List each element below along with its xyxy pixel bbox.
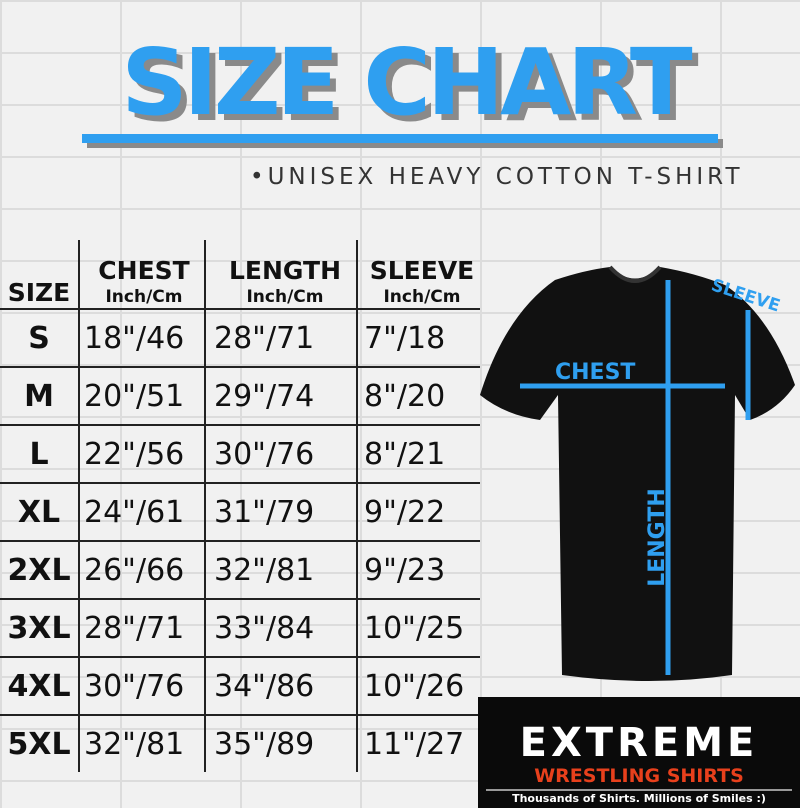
cell-size: 4XL — [0, 656, 79, 715]
tshirt-collar — [608, 265, 662, 283]
header-chest: CHEST Inch/Cm — [78, 240, 205, 309]
cell-length: 35"/89 — [204, 714, 357, 772]
cell-length: 32"/81 — [204, 540, 357, 599]
cell-length: 33"/84 — [204, 598, 357, 657]
cell-chest: 20"/51 — [78, 366, 205, 425]
cell-size: 3XL — [0, 598, 79, 657]
cell-sleeve: 11"/27 — [356, 714, 480, 772]
cell-length: 34"/86 — [204, 656, 357, 715]
subtitle: •UNISEX HEAVY COTTON T-SHIRT — [250, 164, 744, 190]
header-length-label: LENGTH — [229, 256, 341, 285]
logo-line2: WRESTLING SHIRTS — [534, 765, 744, 787]
header-chest-label: CHEST — [98, 256, 190, 285]
table-row: 2XL 26"/66 32"/81 9"/23 — [0, 540, 480, 599]
header-sleeve-label: SLEEVE — [369, 256, 475, 285]
length-label: LENGTH — [644, 488, 670, 587]
cell-length: 29"/74 — [204, 366, 357, 425]
cell-sleeve: 7"/18 — [356, 308, 480, 367]
header-sleeve: SLEEVE Inch/Cm — [356, 240, 480, 309]
header-length-unit: Inch/Cm — [246, 287, 324, 307]
cell-size: 2XL — [0, 540, 79, 599]
cell-length: 31"/79 — [204, 482, 357, 541]
tshirt-shape — [480, 267, 795, 681]
header-chest-unit: Inch/Cm — [105, 287, 183, 307]
cell-chest: 26"/66 — [78, 540, 205, 599]
cell-size: M — [0, 366, 79, 425]
cell-size: S — [0, 308, 79, 367]
cell-chest: 24"/61 — [78, 482, 205, 541]
cell-sleeve: 8"/20 — [356, 366, 480, 425]
cell-size: XL — [0, 482, 79, 541]
cell-sleeve: 8"/21 — [356, 424, 480, 483]
cell-length: 30"/76 — [204, 424, 357, 483]
table-row: S 18"/46 28"/71 7"/18 — [0, 308, 480, 367]
table-row: 4XL 30"/76 34"/86 10"/26 — [0, 656, 480, 715]
tshirt-diagram — [480, 265, 795, 681]
table-row: M 20"/51 29"/74 8"/20 — [0, 366, 480, 425]
cell-sleeve: 9"/22 — [356, 482, 480, 541]
size-table: SIZE CHEST Inch/Cm LENGTH Inch/Cm SLEEVE In… — [0, 240, 480, 772]
table-row: 3XL 28"/71 33"/84 10"/25 — [0, 598, 480, 657]
logo-line1: EXTREME — [519, 720, 759, 766]
cell-chest: 18"/46 — [78, 308, 205, 367]
cell-length: 28"/71 — [204, 308, 357, 367]
table-row: XL 24"/61 31"/79 9"/22 — [0, 482, 480, 541]
header-size-label: SIZE — [7, 278, 71, 307]
cell-sleeve: 10"/26 — [356, 656, 480, 715]
table-row: L 22"/56 30"/76 8"/21 — [0, 424, 480, 483]
table-row: 5XL 32"/81 35"/89 11"/27 — [0, 714, 480, 772]
title-underline — [82, 134, 718, 143]
cell-sleeve: 9"/23 — [356, 540, 480, 599]
logo-tagline: Thousands of Shirts. Millions of Smiles … — [486, 789, 792, 807]
cell-chest: 32"/81 — [78, 714, 205, 772]
header-size: SIZE — [0, 240, 79, 309]
cell-chest: 28"/71 — [78, 598, 205, 657]
cell-chest: 30"/76 — [78, 656, 205, 715]
cell-size: 5XL — [0, 714, 79, 772]
brand-logo: EXTREME WRESTLING SHIRTS Thousands of Sh… — [478, 697, 800, 808]
cell-sleeve: 10"/25 — [356, 598, 480, 657]
cell-chest: 22"/56 — [78, 424, 205, 483]
cell-size: L — [0, 424, 79, 483]
header-sleeve-unit: Inch/Cm — [383, 287, 461, 307]
header-length: LENGTH Inch/Cm — [204, 240, 357, 309]
chest-label: CHEST — [555, 360, 636, 385]
page-title: SIZE CHART — [121, 29, 692, 136]
